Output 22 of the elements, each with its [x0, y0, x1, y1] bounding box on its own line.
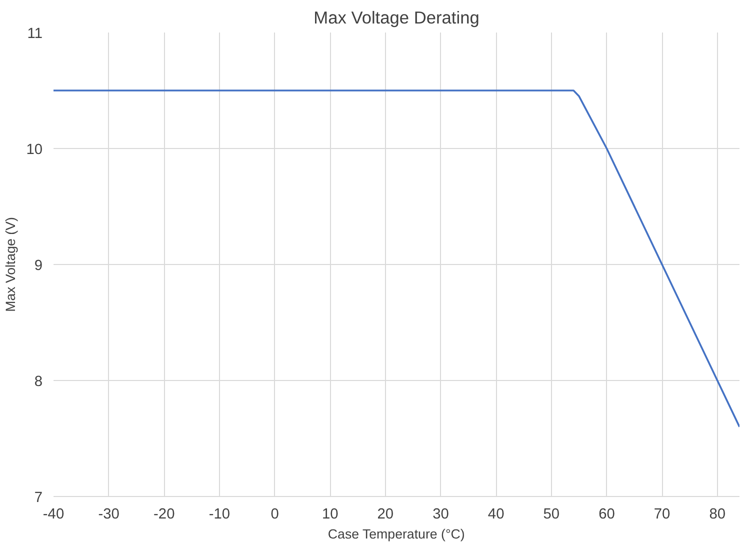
x-tick-label: 0: [270, 506, 279, 522]
x-tick-label: 10: [322, 506, 338, 522]
y-tick-label: 11: [27, 26, 43, 42]
y-tick-label: 9: [34, 258, 43, 274]
x-tick-label: -30: [98, 506, 120, 522]
x-tick-label: 80: [709, 506, 726, 522]
x-tick-label: -10: [208, 506, 230, 522]
x-tick-label: -20: [154, 506, 175, 522]
x-tick-label: 60: [598, 506, 615, 522]
x-tick-label: 30: [432, 506, 449, 522]
x-tick-label: 20: [377, 506, 394, 522]
x-tick-label: -40: [42, 506, 64, 522]
y-tick-label: 8: [34, 374, 43, 390]
y-tick-label: 10: [26, 142, 43, 158]
y-axis-title: Max Voltage (V): [3, 217, 18, 312]
x-axis-title: Case Temperature (°C): [328, 526, 465, 542]
x-tick-label: 40: [488, 506, 504, 522]
chart-title: Max Voltage Derating: [314, 8, 480, 28]
line-series: [54, 90, 740, 428]
y-tick-label: 7: [34, 490, 43, 506]
x-tick-label: 50: [543, 506, 560, 522]
x-tick-label: 70: [654, 506, 670, 522]
